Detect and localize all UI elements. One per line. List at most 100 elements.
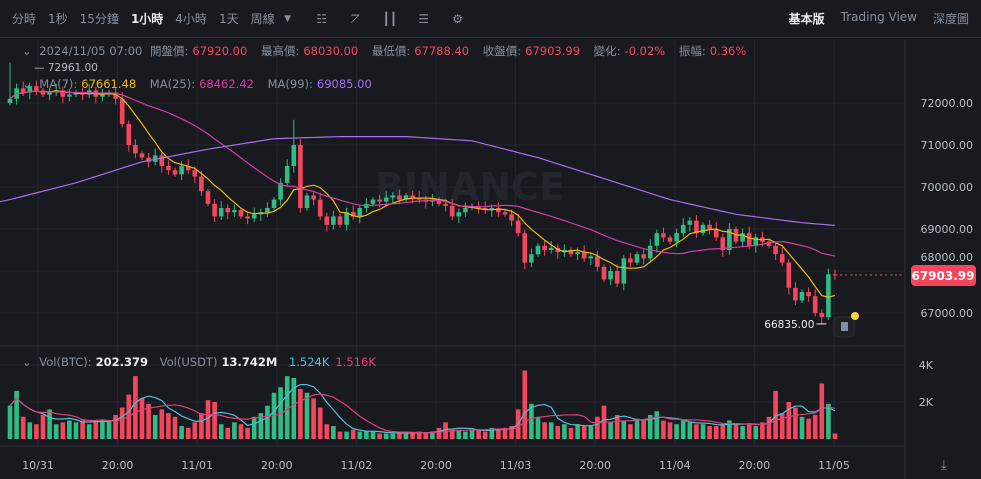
amplitude-label: 振幅: xyxy=(678,44,706,58)
candle-body xyxy=(621,258,627,284)
candle-body xyxy=(218,208,224,217)
volume-bar xyxy=(27,422,33,439)
volume-bar xyxy=(397,433,402,439)
volume-bar xyxy=(502,427,508,439)
candle-body xyxy=(179,166,184,175)
ma99-value: 69085.00 xyxy=(316,77,372,91)
volume-bar xyxy=(7,405,13,439)
volume-bar xyxy=(654,411,660,439)
open-value: 67920.00 xyxy=(192,44,248,58)
candle-body xyxy=(700,224,706,234)
candle-body xyxy=(614,271,620,284)
vol-usdt-label: Vol(USDT) xyxy=(159,355,218,369)
volume-bar xyxy=(826,403,831,439)
candle-body xyxy=(628,258,633,263)
volume-bar xyxy=(139,398,145,439)
collapse-chevron-icon[interactable]: ⌄ xyxy=(22,355,32,369)
interval-1h[interactable]: 1小時 xyxy=(130,12,164,26)
price-tick: 71000.00 xyxy=(921,139,974,152)
volume-bar xyxy=(476,429,481,439)
candle-body xyxy=(793,287,798,301)
candle-body xyxy=(562,250,567,253)
candle-body xyxy=(185,166,191,171)
price-tick: 70000.00 xyxy=(921,181,974,194)
candle-body xyxy=(694,220,699,234)
candle-body xyxy=(746,233,752,246)
volume-bar xyxy=(522,370,528,439)
volume-bar xyxy=(185,427,191,439)
volume-bar xyxy=(364,431,369,439)
time-tick: 20:00 xyxy=(420,459,452,472)
notification-dot xyxy=(851,312,859,320)
candle-body xyxy=(496,208,501,213)
view-basic[interactable]: 基本版 xyxy=(788,12,825,26)
volume-bar xyxy=(304,392,310,439)
candle-body xyxy=(680,224,686,234)
candle-body xyxy=(548,247,554,250)
candle-body xyxy=(317,199,323,217)
volume-bar xyxy=(344,431,349,439)
depth-bars-icon[interactable]: ┃┃ xyxy=(382,11,398,26)
candle-body xyxy=(291,145,297,166)
volume-bar xyxy=(265,405,270,439)
candle-body xyxy=(740,233,745,242)
interval-1s[interactable]: 1秒 xyxy=(48,12,68,26)
chevron-down-icon[interactable]: ▼ xyxy=(284,13,292,24)
candle-body xyxy=(350,212,356,217)
volume-tick: 2K xyxy=(919,396,934,409)
volume-bar xyxy=(707,426,712,439)
volume-bar xyxy=(218,424,224,439)
volume-bar xyxy=(205,400,211,439)
candle-body xyxy=(595,256,600,267)
candle-body xyxy=(139,153,145,158)
volume-bar xyxy=(100,420,105,439)
volume-bar xyxy=(548,422,554,439)
collapse-chevron-icon[interactable]: ⌄ xyxy=(22,77,32,91)
candle-body xyxy=(278,182,283,200)
interval-4h[interactable]: 4小時 xyxy=(175,12,207,26)
candle-body xyxy=(331,216,336,225)
view-tradingview[interactable]: Trading View xyxy=(840,10,917,24)
view-switcher: 基本版 Trading View 深度圖 xyxy=(789,10,969,27)
candle-body xyxy=(100,94,105,97)
interval-15m[interactable]: 15分鐘 xyxy=(79,12,119,26)
candle-body xyxy=(812,296,818,313)
volume-bar xyxy=(727,420,732,439)
volume-bar xyxy=(436,427,442,439)
open-label: 開盤價: xyxy=(150,44,189,58)
volume-bar xyxy=(47,409,52,439)
candle-body xyxy=(727,229,732,250)
gear-icon[interactable]: ⚙ xyxy=(452,11,463,26)
candle-body xyxy=(152,155,158,162)
volume-bar xyxy=(588,426,594,439)
change-value: -0.02% xyxy=(624,44,666,58)
volume-bar xyxy=(812,414,818,439)
volume-bar xyxy=(86,424,92,439)
candle-body xyxy=(641,254,646,259)
candle-body xyxy=(20,88,26,93)
volume-bar xyxy=(608,422,613,439)
volume-bar xyxy=(489,427,495,439)
interval-time[interactable]: 分時 xyxy=(12,12,37,26)
scale-settings-icon[interactable]: ⤓ xyxy=(941,458,947,473)
volume-bar xyxy=(674,424,679,439)
interval-1w[interactable]: 周線 xyxy=(250,12,275,26)
volume-bar xyxy=(20,416,26,439)
volume-bar xyxy=(152,414,158,439)
high-value: 68030.00 xyxy=(303,44,359,58)
candle-body xyxy=(799,292,805,301)
volume-bar xyxy=(423,433,429,439)
collapse-chevron-icon[interactable]: ⌄ xyxy=(22,44,32,58)
volume-bar xyxy=(357,431,363,439)
volume-bar xyxy=(760,422,765,439)
candle-type-icon[interactable]: ☷ xyxy=(316,11,327,26)
candle-body xyxy=(159,155,165,166)
candle-body xyxy=(40,90,46,95)
indicator-icon[interactable]: ⦢ xyxy=(350,11,361,26)
interval-1d[interactable]: 1天 xyxy=(218,12,239,26)
low-label: 最低價: xyxy=(371,44,411,58)
volume-bar xyxy=(542,422,547,439)
settings-list-icon[interactable]: ☰ xyxy=(418,11,429,26)
view-depth[interactable]: 深度圖 xyxy=(932,12,969,26)
